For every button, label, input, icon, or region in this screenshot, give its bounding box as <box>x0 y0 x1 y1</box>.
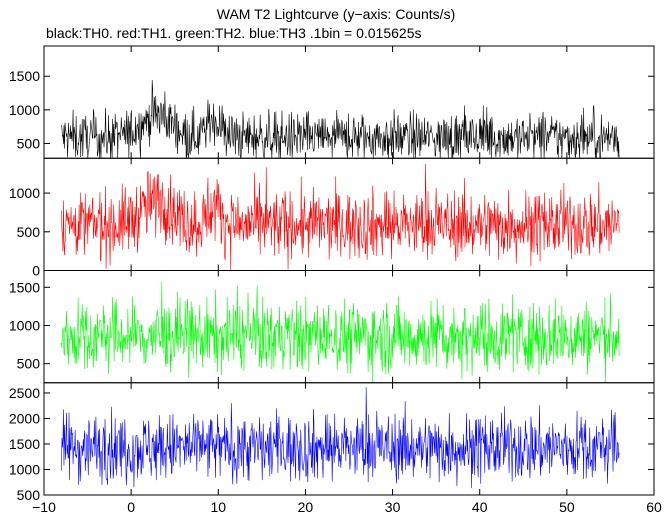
y-tick-label-TH3-2000: 2000 <box>9 410 40 426</box>
y-tick-label-TH0-500: 500 <box>17 135 41 151</box>
chart-title: WAM T2 Lightcurve (y−axis: Counts/s) <box>216 6 456 22</box>
series-TH2 <box>61 281 620 383</box>
y-tick-label-TH3-500: 500 <box>17 487 41 503</box>
chart-subtitle: black:TH0. red:TH1. green:TH2. blue:TH3 … <box>46 25 422 41</box>
y-tick-label-TH2-1500: 1500 <box>9 279 40 295</box>
x-tick-label-0: 0 <box>127 499 135 515</box>
y-tick-label-TH1-500: 500 <box>17 224 41 240</box>
y-tick-label-TH0-1500: 1500 <box>9 68 40 84</box>
panel-frame-TH3 <box>43 382 655 496</box>
x-tick-label--10: −10 <box>32 499 56 515</box>
y-tick-label-TH0-1000: 1000 <box>9 102 40 118</box>
x-tick-label-20: 20 <box>298 499 314 515</box>
x-tick-label-50: 50 <box>559 499 575 515</box>
y-tick-label-TH2-500: 500 <box>17 356 41 372</box>
y-tick-label-TH1-0: 0 <box>32 263 40 279</box>
series-TH1 <box>61 163 620 271</box>
x-tick-label-30: 30 <box>385 499 401 515</box>
x-tick-label-10: 10 <box>210 499 226 515</box>
x-tick-label-40: 40 <box>472 499 488 515</box>
y-tick-label-TH3-1500: 1500 <box>9 436 40 452</box>
series-TH3 <box>61 387 620 489</box>
y-tick-label-TH2-1000: 1000 <box>9 317 40 333</box>
y-tick-label-TH3-2500: 2500 <box>9 385 40 401</box>
series-TH0 <box>61 79 620 159</box>
x-tick-label-60: 60 <box>646 499 662 515</box>
y-tick-label-TH1-1000: 1000 <box>9 185 40 201</box>
y-tick-label-TH3-1000: 1000 <box>9 461 40 477</box>
